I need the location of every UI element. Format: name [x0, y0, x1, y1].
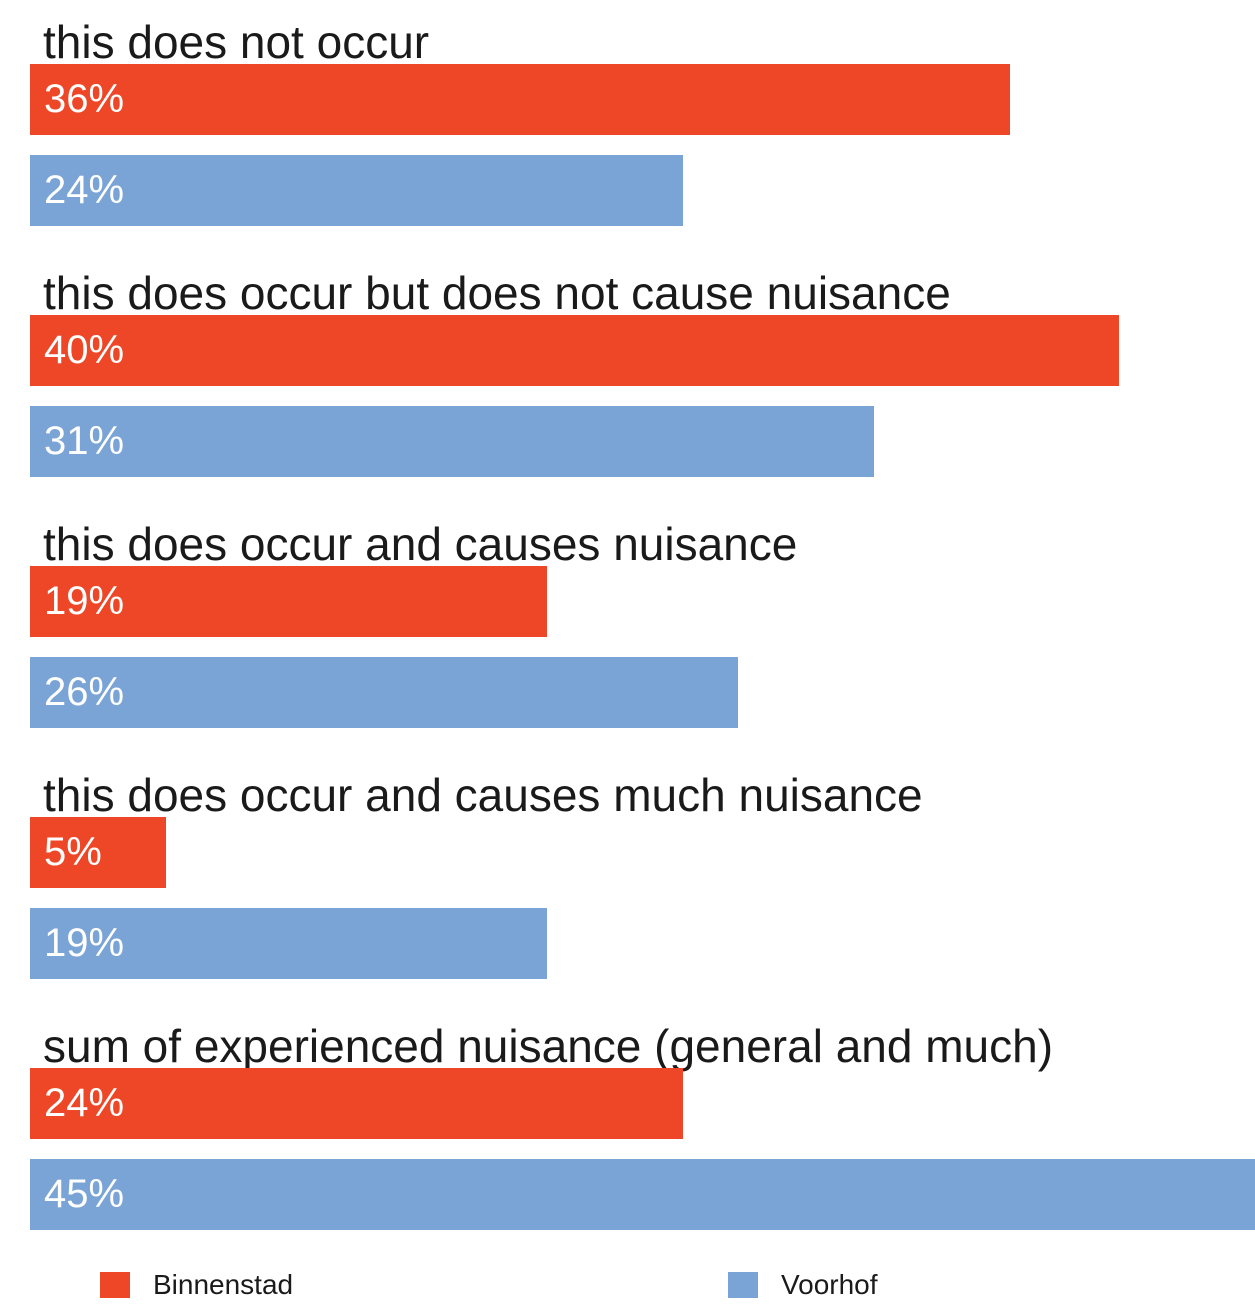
- bar-voorhof: 24%: [30, 155, 683, 226]
- legend-label: Voorhof: [781, 1269, 878, 1300]
- bar-value-label: 19%: [44, 579, 125, 623]
- bar-value-label: 31%: [44, 419, 125, 463]
- bar-binnenstad: 40%: [30, 315, 1119, 386]
- category-label: this does occur and causes much nuisance: [43, 769, 923, 821]
- bar-value-label: 40%: [44, 328, 125, 372]
- category-label: this does not occur: [43, 16, 430, 68]
- bar-voorhof: 31%: [30, 406, 874, 477]
- bar-value-label: 26%: [44, 670, 125, 714]
- category-label: sum of experienced nuisance (general and…: [43, 1020, 1054, 1072]
- bar-voorhof: 26%: [30, 657, 738, 728]
- category-label: this does occur and causes nuisance: [43, 518, 798, 570]
- bar-value-label: 24%: [44, 168, 125, 212]
- legend-swatch: [728, 1272, 758, 1298]
- bar-voorhof: 19%: [30, 908, 547, 979]
- category-label: this does occur but does not cause nuisa…: [43, 267, 951, 319]
- bar-value-label: 24%: [44, 1081, 125, 1125]
- bar-binnenstad: 36%: [30, 64, 1010, 135]
- bar-value-label: 36%: [44, 77, 125, 121]
- legend-label: Binnenstad: [153, 1269, 294, 1300]
- legend-swatch: [100, 1272, 130, 1298]
- bar-binnenstad: 24%: [30, 1068, 683, 1139]
- bar-voorhof: 45%: [30, 1159, 1255, 1230]
- bar-binnenstad: 19%: [30, 566, 547, 637]
- bar-value-label: 5%: [44, 830, 102, 874]
- bar-value-label: 19%: [44, 921, 125, 965]
- bar-binnenstad: 5%: [30, 817, 166, 888]
- bar-value-label: 45%: [44, 1172, 125, 1216]
